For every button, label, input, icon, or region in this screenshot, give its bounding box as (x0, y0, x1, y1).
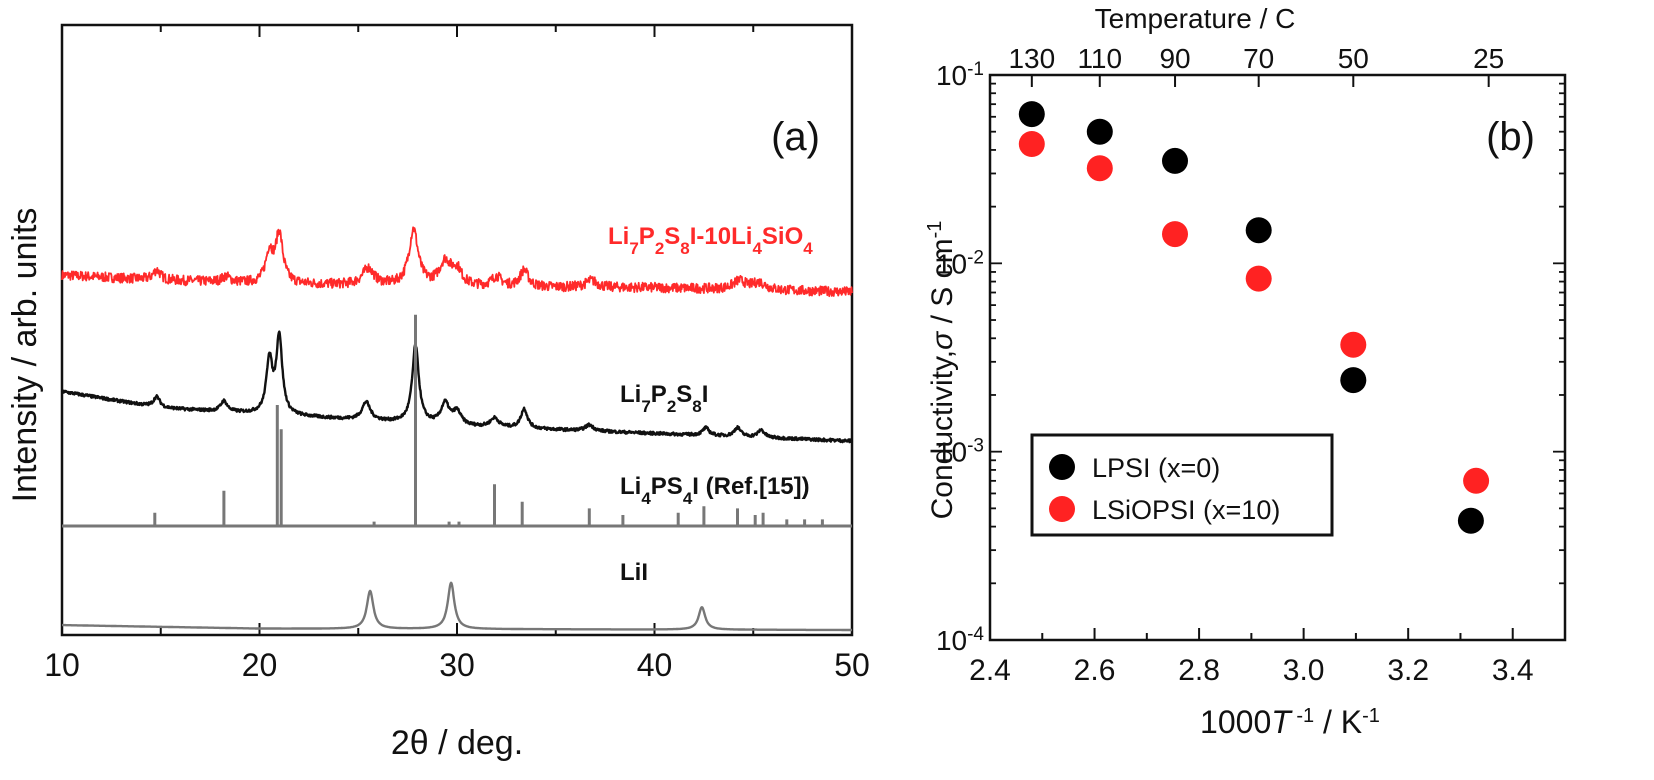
conductivity-y-axis-label: Conductivity,σ / S cm-1 (924, 221, 959, 520)
temperature-tick-label: 70 (1243, 43, 1274, 74)
conductivity-x-tick-label: 3.0 (1283, 654, 1325, 687)
conductivity-y-tick-label: 10-3 (936, 435, 984, 468)
xrd-plot-frame (60, 23, 854, 637)
lpsi-point (1245, 217, 1272, 244)
conductivity-y-tick-label: 10-4 (936, 624, 984, 657)
legend: LPSI (x=0) LSiOPSI (x=10) (1030, 433, 1334, 537)
xrd-y-axis-label: Intensity / arb. units (6, 208, 44, 503)
xrd-panel: 10 20 30 40 50 (a) 2θ / deg. Intensity / arb… (6, 23, 870, 762)
xrd-trace-li7p2s8i (60, 330, 854, 444)
legend-marker-lpsi (1049, 454, 1075, 480)
series-label-li7p2s8i: Li7P2S8I (620, 381, 708, 416)
xrd-x-tick-label: 30 (439, 647, 475, 683)
conductivity-x-tick-label: 2.4 (969, 654, 1011, 687)
legend-marker-lsiopsi (1049, 496, 1075, 522)
series-label-li7p2s8i-10li4sio4: Li7P2S8I-10Li4SiO4 (608, 223, 813, 258)
temperature-tick-label: 90 (1159, 43, 1190, 74)
lpsi-point (1018, 101, 1045, 128)
legend-label-lpsi: LPSI (x=0) (1092, 453, 1220, 483)
lsiopsi-point (1245, 265, 1272, 292)
conductivity-y-tick-label: 10-1 (936, 59, 984, 92)
conductivity-ticks (989, 75, 1566, 641)
conductivity-x-tick-label: 3.4 (1492, 654, 1534, 687)
temperature-tick-label: 110 (1077, 43, 1122, 74)
xrd-x-axis-label: 2θ / deg. (391, 724, 523, 762)
conductivity-x-tick-label: 2.8 (1178, 654, 1220, 687)
xrd-curves (60, 226, 854, 632)
lpsi-point (1162, 147, 1188, 174)
xrd-x-tick-label: 40 (637, 647, 673, 683)
legend-label-lsiopsi: LSiOPSI (x=10) (1092, 495, 1280, 525)
lpsi-point (1086, 118, 1113, 145)
conductivity-plot-frame (988, 73, 1567, 642)
lsiopsi-point (1162, 221, 1188, 248)
lpsi-point (1340, 367, 1367, 394)
xrd-trace-lii (61, 581, 853, 632)
conductivity-y-tick-label: 10-2 (936, 247, 984, 280)
lsiopsi-point (1086, 155, 1113, 182)
xrd-ticks (61, 25, 853, 635)
lsiopsi-point (1463, 467, 1490, 494)
conductivity-tick-labels: 2.4 2.6 2.8 3.0 3.2 3.4 130 110 90 70 50 25 10-1 10-2… (936, 43, 1534, 687)
conductivity-x-tick-label: 3.2 (1387, 654, 1429, 687)
xrd-trace-li4ps4i-reference (62, 314, 852, 528)
xrd-trace-li7p2s8i-10li4sio4 (61, 226, 853, 298)
xrd-x-tick-label: 50 (834, 647, 870, 683)
series-label-li4ps4i: Li4PS4I (Ref.[15]) (620, 473, 810, 508)
lsiopsi-point (1018, 131, 1045, 157)
conductivity-x-tick-label: 2.6 (1074, 654, 1116, 687)
lpsi-point (1457, 507, 1484, 534)
legend-box (1030, 433, 1334, 537)
conductivity-points (1018, 101, 1490, 534)
temperature-tick-label: 25 (1473, 43, 1504, 74)
xrd-x-tick-label: 20 (242, 647, 278, 683)
conductivity-panel-label: (b) (1486, 115, 1535, 159)
temperature-tick-label: 130 (1008, 43, 1055, 74)
conductivity-x-axis-label: 1000T -1 / K-1 (1200, 704, 1380, 740)
conductivity-panel: 2.4 2.6 2.8 3.0 3.2 3.4 130 110 90 70 50 25 10-1 10-2… (924, 3, 1567, 740)
lsiopsi-point (1340, 331, 1367, 358)
temperature-axis-label: Temperature / C (1095, 3, 1296, 34)
xrd-tick-labels: 10 20 30 40 50 (44, 647, 870, 683)
temperature-tick-label: 50 (1338, 43, 1369, 74)
series-label-lii: LiI (620, 559, 648, 586)
xrd-x-tick-label: 10 (44, 647, 80, 683)
xrd-panel-label: (a) (771, 115, 820, 159)
